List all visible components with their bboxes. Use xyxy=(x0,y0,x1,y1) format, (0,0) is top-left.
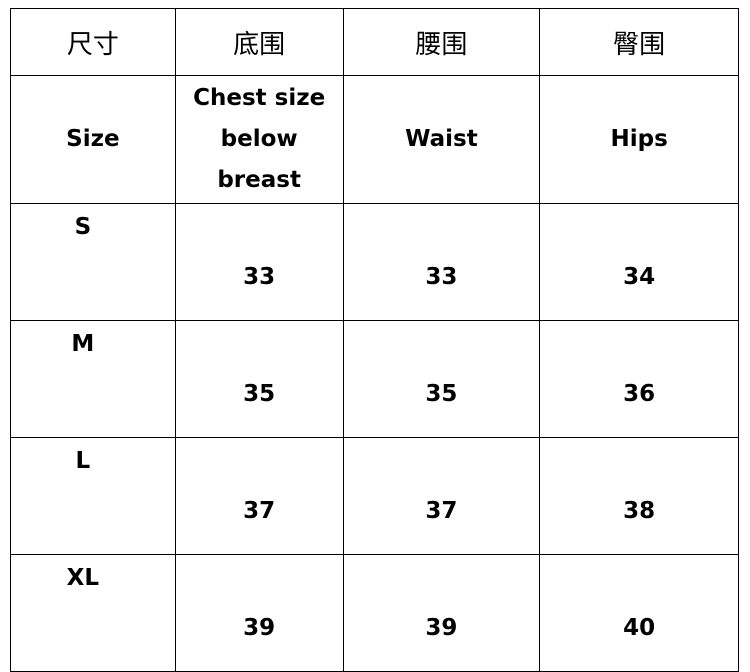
header-size-cn: 尺寸 xyxy=(10,8,176,76)
size-label: XL xyxy=(66,565,100,591)
table-row: XL 39 39 40 xyxy=(10,554,739,672)
chest-cell: 35 xyxy=(174,320,344,438)
header-size-en: Size xyxy=(10,75,176,204)
size-chart-table: 尺寸 底围 腰围 臀围 Size Chest size below breast… xyxy=(10,8,739,672)
header-chest-cn: 底围 xyxy=(174,8,344,76)
chest-cell: 37 xyxy=(174,437,344,555)
size-label: L xyxy=(75,448,91,474)
size-cell: M xyxy=(10,320,176,438)
header-row-chinese: 尺寸 底围 腰围 臀围 xyxy=(10,8,739,76)
size-cell: XL xyxy=(10,554,176,672)
chest-cell: 39 xyxy=(174,554,344,672)
waist-cell: 37 xyxy=(342,437,541,555)
header-hips-en: Hips xyxy=(539,75,739,204)
hips-cell: 34 xyxy=(539,203,739,321)
hips-cell: 40 xyxy=(539,554,739,672)
chest-line-1: Chest size xyxy=(193,85,326,111)
size-cell: S xyxy=(10,203,176,321)
table-row: M 35 35 36 xyxy=(10,320,739,438)
header-chest-en: Chest size below breast xyxy=(174,75,344,204)
chest-cell: 33 xyxy=(174,203,344,321)
waist-cell: 39 xyxy=(342,554,541,672)
waist-cell: 33 xyxy=(342,203,541,321)
header-hips-cn: 臀围 xyxy=(539,8,739,76)
header-waist-en: Waist xyxy=(342,75,541,204)
size-label: S xyxy=(74,214,92,240)
size-cell: L xyxy=(10,437,176,555)
header-waist-cn: 腰围 xyxy=(342,8,541,76)
size-label: M xyxy=(71,331,95,357)
waist-cell: 35 xyxy=(342,320,541,438)
chest-line-3: breast xyxy=(217,167,301,193)
table-row: L 37 37 38 xyxy=(10,437,739,555)
hips-cell: 36 xyxy=(539,320,739,438)
chest-line-2: below xyxy=(220,126,298,152)
table-row: S 33 33 34 xyxy=(10,203,739,321)
hips-cell: 38 xyxy=(539,437,739,555)
header-row-english: Size Chest size below breast Waist Hips xyxy=(10,75,739,204)
